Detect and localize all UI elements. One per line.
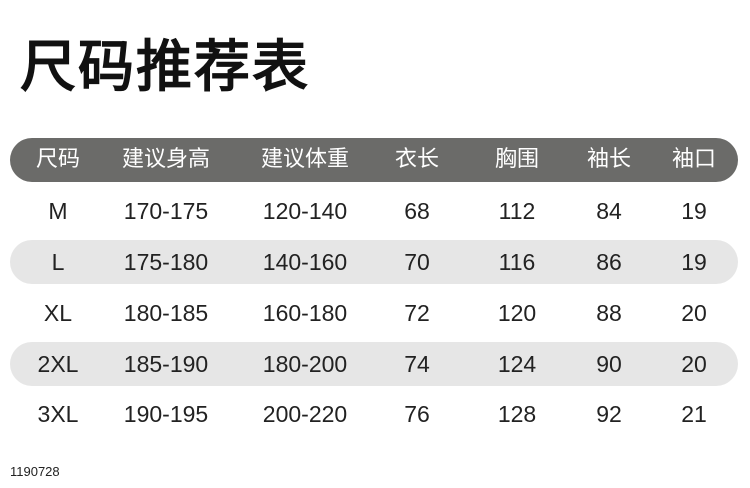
- table-cell: 120: [497, 300, 537, 326]
- page-title: 尺码推荐表: [20, 35, 310, 100]
- table-cell: 86: [596, 249, 622, 275]
- footer-code: 1190728: [10, 464, 60, 479]
- table-cell: 20: [681, 300, 707, 326]
- table-cell: XL: [43, 300, 73, 326]
- table-cell: 190-195: [123, 401, 209, 427]
- table-cell: M: [48, 198, 68, 224]
- table-cell: 70: [404, 249, 430, 275]
- table-cell: 68: [404, 198, 430, 224]
- table-cell: 124: [497, 351, 537, 377]
- table-cell: 180-200: [262, 351, 348, 377]
- table-cell: 180-185: [123, 300, 209, 326]
- table-cell: 200-220: [262, 401, 348, 427]
- table-cell: 112: [498, 198, 536, 224]
- table-cell: 120-140: [262, 198, 348, 224]
- table-cell: 21: [681, 401, 707, 427]
- header-cell: 袖口: [671, 147, 717, 172]
- header-cell: 胸围: [494, 147, 540, 172]
- header-cell: 衣长: [394, 147, 440, 172]
- table-cell: 74: [404, 351, 430, 377]
- table-row: M 170-175 120-140 68 112 84 19: [10, 189, 738, 233]
- table-cell: 128: [497, 401, 537, 427]
- table-cell: 175-180: [123, 249, 209, 275]
- table-row: L 175-180 140-160 70 116 86 19: [10, 240, 738, 284]
- table-row: 2XL 185-190 180-200 74 124 90 20: [10, 342, 738, 386]
- header-cell: 袖长: [586, 147, 632, 172]
- table-cell: 88: [596, 300, 622, 326]
- header-cell: 尺码: [35, 147, 81, 172]
- table-cell: 116: [498, 249, 536, 275]
- table-cell: 2XL: [37, 351, 79, 377]
- table-cell: 3XL: [37, 401, 79, 427]
- table-cell: 90: [596, 351, 622, 377]
- header-cell: 建议体重: [260, 147, 350, 172]
- table-cell: L: [51, 249, 65, 275]
- table-cell: 84: [596, 198, 622, 224]
- table-row: XL 180-185 160-180 72 120 88 20: [10, 291, 738, 335]
- table-row: 3XL 190-195 200-220 76 128 92 21: [10, 392, 738, 436]
- table-cell: 19: [681, 249, 707, 275]
- table-cell: 19: [681, 198, 707, 224]
- header-cell: 建议身高: [121, 147, 211, 172]
- table-cell: 170-175: [123, 198, 209, 224]
- table-cell: 92: [596, 401, 622, 427]
- table-cell: 76: [404, 401, 430, 427]
- table-cell: 72: [404, 300, 430, 326]
- table-cell: 185-190: [123, 351, 209, 377]
- table-header: 尺码 建议身高 建议体重 衣长 胸围 袖长 袖口: [10, 138, 738, 182]
- table-cell: 20: [681, 351, 707, 377]
- table-cell: 160-180: [262, 300, 348, 326]
- table-cell: 140-160: [262, 249, 348, 275]
